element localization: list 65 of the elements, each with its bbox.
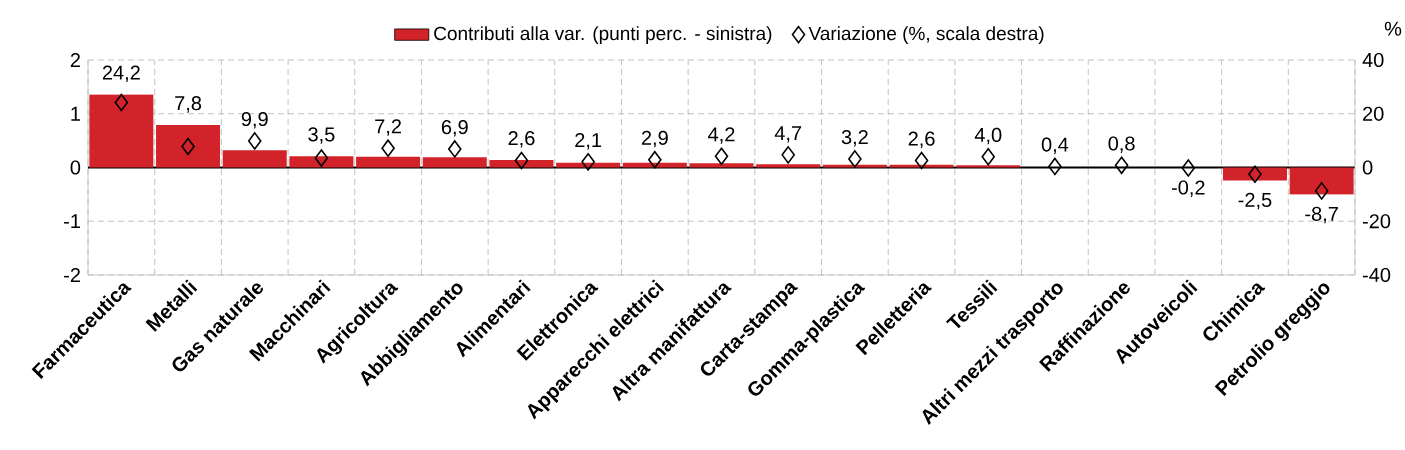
y-tick-label: 2: [70, 53, 80, 67]
y2-axis-title: %: [1384, 21, 1402, 36]
y-tick-label: -2: [64, 268, 80, 282]
data-label: 4,7: [774, 126, 802, 143]
y-tick-label: 1: [71, 106, 80, 121]
bar: [222, 150, 287, 168]
data-label: 4,0: [974, 127, 1002, 145]
data-label: 24,2: [102, 65, 140, 83]
y2-tick-label: -20: [1362, 214, 1391, 229]
bar: [556, 162, 621, 168]
data-label: 2,6: [508, 131, 535, 148]
bar: [489, 159, 554, 168]
data-label: 7,8: [175, 96, 202, 113]
bar: [422, 157, 487, 168]
point: [1314, 182, 1329, 200]
data-label: -2,5: [1238, 192, 1272, 210]
y-tick-label: 0: [70, 160, 81, 175]
point: [914, 151, 929, 170]
point: [114, 93, 129, 112]
bar: [289, 156, 354, 168]
data-label: 0,4: [1041, 137, 1069, 155]
point: [781, 146, 795, 164]
bar: [89, 94, 154, 168]
point: [714, 147, 729, 166]
point: [314, 149, 329, 167]
point: [247, 132, 262, 150]
data-label: 4,2: [708, 127, 735, 144]
point: [514, 151, 529, 170]
data-label: 6,9: [441, 120, 468, 137]
bar: [1289, 167, 1354, 195]
data-label: 0,8: [1108, 136, 1135, 153]
data-label: 2,6: [908, 131, 935, 149]
point: [381, 139, 395, 157]
data-label: 2,9: [641, 130, 668, 148]
point: [581, 153, 595, 171]
bar: [956, 165, 1021, 168]
y2-tick-label: 20: [1363, 106, 1384, 121]
legend-label: Variazione (%, scala destra): [808, 26, 1044, 44]
bar: [756, 164, 821, 168]
bar: [689, 163, 754, 168]
data-label: -0,2: [1171, 180, 1205, 197]
bar: [156, 125, 221, 168]
point: [1114, 156, 1129, 175]
data-label: -8,7: [1305, 206, 1338, 224]
y2-tick-label: 40: [1362, 52, 1384, 68]
data-label: 2,1: [575, 132, 602, 150]
data-label: 9,9: [241, 111, 268, 129]
bar: [889, 164, 954, 168]
bar: [822, 164, 887, 168]
point: [981, 147, 996, 166]
point: [447, 140, 462, 158]
y2-tick-label: 0: [1362, 160, 1373, 175]
point: [1248, 165, 1262, 184]
data-label: 3,2: [841, 129, 868, 147]
point: [648, 150, 662, 169]
legend-label: Contributi alla var. (punti perc. - sinistra): [434, 26, 772, 44]
bar: [356, 156, 421, 168]
y-tick-label: -1: [64, 214, 80, 229]
data-label: 7,2: [375, 119, 401, 136]
point: [1181, 159, 1196, 177]
data-label: 3,5: [308, 127, 335, 144]
point: [1048, 157, 1062, 176]
bar: [622, 162, 687, 168]
point: [848, 150, 862, 168]
y2-tick-label: -40: [1362, 267, 1391, 283]
